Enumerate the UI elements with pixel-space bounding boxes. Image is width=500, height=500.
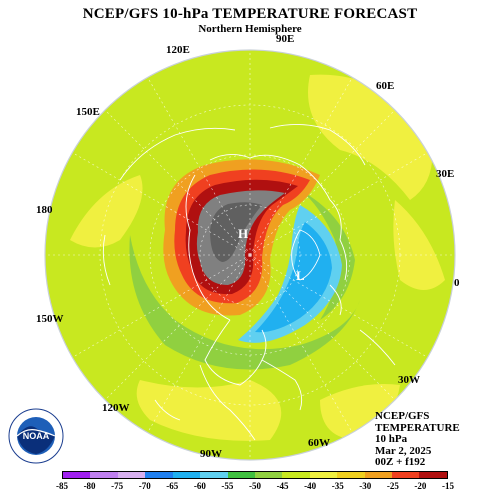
colorbar-tick-label: -35 (331, 481, 344, 491)
info-date: Mar 2, 2025 (375, 444, 432, 457)
colorbar-segment (309, 472, 338, 478)
colorbar-segment (364, 472, 393, 478)
lon-label-0: 0 (454, 277, 460, 289)
colorbar-tick-label: -80 (83, 481, 96, 491)
chart-subtitle: Northern Hemisphere (198, 23, 302, 35)
colorbar-tick-label: -50 (249, 481, 261, 491)
colorbar-segment (200, 472, 228, 478)
colorbar-segment (282, 472, 310, 478)
info-level: 10 hPa (375, 433, 408, 445)
noaa-logo-text: NOAA (23, 431, 50, 441)
colorbar-tick-label: -60 (193, 481, 206, 491)
lon-label-150w: 150W (36, 313, 64, 325)
colorbar-tick-label: -30 (359, 481, 372, 491)
lon-label-180: 180 (36, 204, 53, 216)
colorbar-segment (145, 472, 173, 478)
forecast-info: NCEP/GFS TEMPERATURE 10 hPa Mar 2, 2025 … (375, 410, 460, 469)
info-variable: TEMPERATURE (375, 421, 460, 434)
colorbar-tick-label: -45 (276, 481, 289, 491)
colorbar-tick-label: -85 (56, 481, 68, 491)
lon-label-30e: 30E (436, 168, 455, 180)
temperature-field (45, 50, 455, 460)
colorbar-segment (63, 472, 91, 478)
low-pressure-label: L (296, 268, 305, 283)
colorbar-tick-label: -15 (442, 481, 454, 491)
lon-label-90e: 90E (276, 33, 295, 45)
lon-label-30w: 30W (398, 374, 420, 386)
colorbar-segment (117, 472, 146, 478)
high-pressure-label: H (238, 226, 248, 241)
colorbar-segment (392, 472, 420, 478)
colorbar (62, 471, 448, 479)
colorbar-tick-label: -25 (386, 481, 399, 491)
colorbar-segment (172, 472, 201, 478)
colorbar-tick-label: -20 (414, 481, 427, 491)
colorbar-tick-label: -70 (138, 481, 151, 491)
lon-label-60w: 60W (308, 437, 330, 449)
colorbar-tick-label: -65 (166, 481, 179, 491)
coastlines (102, 124, 396, 441)
lon-label-150e: 150E (76, 106, 100, 118)
lon-label-120w: 120W (102, 402, 130, 414)
colorbar-labels: -85 -80 -75 -70 -65 -60 -55 -50 -45 -40 -35 -30 -25 -… (56, 481, 454, 493)
colorbar-tick-label: -40 (304, 481, 317, 491)
colorbar-segment (90, 472, 118, 478)
info-model: NCEP/GFS (375, 410, 430, 422)
colorbar-segment (337, 472, 365, 478)
chart-title: NCEP/GFS 10-hPa TEMPERATURE FORECAST (82, 6, 418, 22)
info-forecast-hour: 00Z + f192 (375, 456, 426, 468)
lon-label-60e: 60E (376, 80, 395, 92)
lon-label-90w: 90W (200, 448, 222, 460)
colorbar-segment (419, 472, 447, 478)
noaa-logo: NOAA (8, 408, 64, 464)
colorbar-tick-label: -75 (111, 481, 124, 491)
colorbar-tick-label: -55 (221, 481, 234, 491)
colorbar-segment (227, 472, 255, 478)
colorbar-segment (254, 472, 283, 478)
lon-label-120e: 120E (166, 44, 190, 56)
